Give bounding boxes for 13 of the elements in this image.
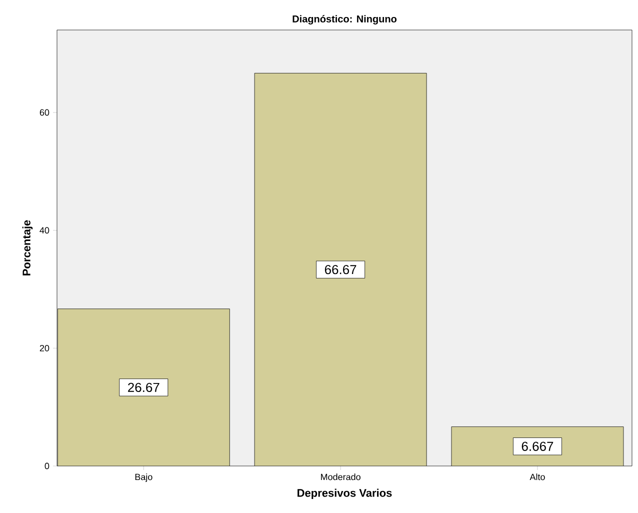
y-tick-label: 20 xyxy=(40,344,50,352)
y-tick-label: 40 xyxy=(40,227,50,234)
y-tick-label: 0 xyxy=(44,462,50,470)
data-label: 66.67 xyxy=(324,264,356,274)
x-tick-label: Moderado xyxy=(321,474,360,480)
data-label: 26.67 xyxy=(128,382,160,392)
x-tick-label: Alto xyxy=(530,474,545,480)
y-tick-label: 60 xyxy=(40,109,50,116)
data-label: 6.667 xyxy=(522,442,554,451)
chart-title: Diagnóstico: Ninguno xyxy=(292,15,397,24)
x-tick-label: Bajo xyxy=(135,474,152,482)
y-axis-title: Porcentaje xyxy=(22,220,33,276)
x-axis-title: Depresivos Varios xyxy=(298,488,392,500)
